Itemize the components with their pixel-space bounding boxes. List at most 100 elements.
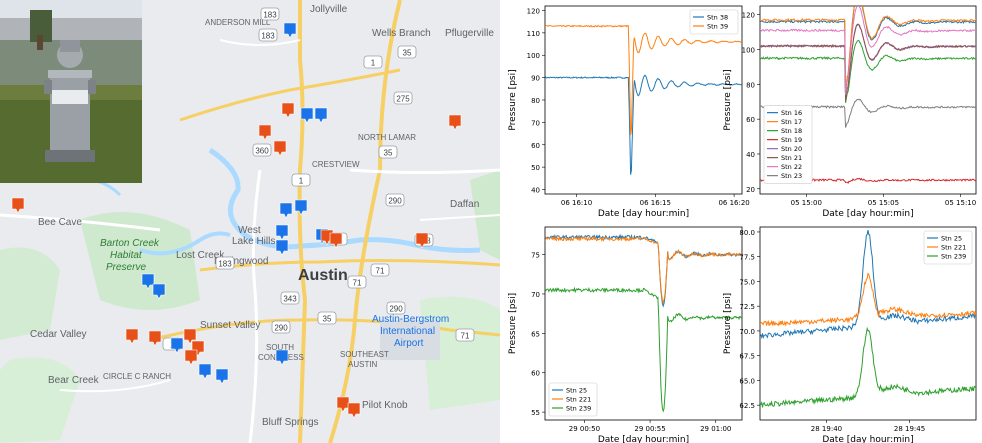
svg-text:1: 1 bbox=[299, 177, 304, 186]
legend-label: Stn 239 bbox=[566, 405, 591, 413]
route-shield: 35 bbox=[317, 311, 337, 325]
label-lake-hills: Lake Hills bbox=[232, 236, 275, 247]
sensor-marker-red[interactable] bbox=[273, 140, 287, 157]
route-shield: 290 bbox=[385, 193, 405, 207]
legend-label: Stn 25 bbox=[566, 387, 587, 395]
sensor-marker-blue[interactable] bbox=[283, 22, 297, 39]
label-cedar-valley: Cedar Valley bbox=[30, 329, 87, 340]
sensor-marker-red[interactable] bbox=[448, 114, 462, 131]
sensor-marker-red[interactable] bbox=[329, 232, 343, 249]
y-axis-label: Pressure [psi] bbox=[723, 293, 733, 354]
legend-label: Stn 17 bbox=[781, 118, 802, 126]
x-tick-label: 06 16:15 bbox=[640, 199, 671, 207]
label-west: West bbox=[238, 225, 261, 236]
sensor-marker-red[interactable] bbox=[183, 328, 197, 345]
sensor-marker-blue[interactable] bbox=[294, 199, 308, 216]
x-axis-label: Date [day hour:min] bbox=[822, 435, 913, 443]
label-habitat: Habitat bbox=[110, 250, 143, 261]
x-axis-label: Date [day hour:min] bbox=[598, 209, 689, 219]
sensor-marker-blue[interactable] bbox=[198, 363, 212, 380]
sensor-marker-red[interactable] bbox=[415, 232, 429, 249]
label-south: SOUTH bbox=[266, 343, 294, 352]
y-axis-label: Pressure [psi] bbox=[508, 293, 518, 354]
sensor-marker-red[interactable] bbox=[184, 349, 198, 366]
y-tick-label: 80 bbox=[746, 81, 755, 89]
chart-stn-25-221-239-b: 62.5 65.0 67.5 70.0 72.5 75.0 77.5 80.0 28 19:40… bbox=[723, 226, 977, 443]
label-sunset-valley: Sunset Valley bbox=[200, 320, 260, 331]
label-jollyville: Jollyville bbox=[310, 4, 348, 15]
sensor-marker-blue[interactable] bbox=[215, 368, 229, 385]
series-line bbox=[760, 6, 976, 95]
sensor-marker-red[interactable] bbox=[347, 402, 361, 419]
sensor-marker-blue[interactable] bbox=[170, 337, 184, 354]
series-line bbox=[545, 235, 742, 305]
svg-text:183: 183 bbox=[261, 32, 275, 41]
sensor-marker-blue[interactable] bbox=[275, 224, 289, 241]
sensor-marker-blue[interactable] bbox=[275, 239, 289, 256]
sensor-marker-blue[interactable] bbox=[152, 283, 166, 300]
y-tick-label: 80 bbox=[531, 97, 540, 105]
x-tick-label: 06 16:10 bbox=[561, 199, 592, 207]
legend-label: Stn 21 bbox=[781, 154, 802, 162]
y-tick-label: 77.5 bbox=[739, 254, 755, 262]
series-line bbox=[760, 272, 976, 327]
pressure-charts: 40 50 60 70 80 90 100 110 120 06 16:10 06 16:15 06 … bbox=[508, 5, 977, 443]
route-shield: 1 bbox=[291, 173, 311, 187]
legend-label: Stn 38 bbox=[707, 14, 728, 22]
sensor-marker-red[interactable] bbox=[125, 328, 139, 345]
sensor-marker-red[interactable] bbox=[148, 330, 162, 347]
label-airport: Airport bbox=[394, 338, 424, 349]
label-austin-bergstrom: Austin-Bergstrom bbox=[372, 314, 449, 325]
svg-text:343: 343 bbox=[283, 295, 297, 304]
sensor-marker-blue[interactable] bbox=[314, 107, 328, 124]
sensor-marker-red[interactable] bbox=[336, 396, 350, 413]
x-tick-label: 28 19:40 bbox=[811, 425, 842, 433]
y-tick-label: 65.0 bbox=[739, 377, 755, 385]
label-crestview: CRESTVIEW bbox=[312, 160, 360, 169]
sensor-marker-red[interactable] bbox=[11, 197, 25, 214]
sensor-marker-blue[interactable] bbox=[275, 349, 289, 366]
route-shield: 1 bbox=[363, 55, 383, 69]
svg-text:360: 360 bbox=[255, 147, 269, 156]
y-tick-label: 75 bbox=[531, 252, 540, 260]
label-bluff-springs: Bluff Springs bbox=[262, 417, 319, 428]
y-tick-label: 70 bbox=[531, 119, 540, 127]
route-shield: 183 bbox=[260, 7, 280, 21]
station-markers bbox=[11, 22, 462, 419]
series-line bbox=[545, 24, 742, 136]
route-shield: 71 bbox=[370, 263, 390, 277]
series-line bbox=[760, 230, 976, 340]
x-axis-label: Date [day hour:min] bbox=[822, 209, 913, 219]
label-southeast-austin: AUSTIN bbox=[348, 360, 378, 369]
y-tick-label: 62.5 bbox=[739, 402, 755, 410]
label-bear-creek: Bear Creek bbox=[48, 375, 100, 386]
sensor-marker-red[interactable] bbox=[281, 102, 295, 119]
legend-label: Stn 39 bbox=[707, 23, 728, 31]
y-tick-label: 67.5 bbox=[739, 353, 755, 361]
route-shield: 183 bbox=[258, 28, 278, 42]
label-lost-creek: Lost Creek bbox=[176, 250, 225, 261]
route-shield: 290 bbox=[271, 320, 291, 334]
y-tick-label: 70.0 bbox=[739, 328, 755, 336]
y-tick-label: 50 bbox=[531, 164, 540, 172]
sensor-marker-blue[interactable] bbox=[300, 107, 314, 124]
series-line bbox=[760, 6, 976, 91]
svg-text:71: 71 bbox=[461, 332, 470, 341]
label-circle-c: CIRCLE C RANCH bbox=[103, 372, 171, 381]
y-tick-label: 90 bbox=[531, 75, 540, 83]
sensor-marker-blue[interactable] bbox=[279, 202, 293, 219]
y-tick-label: 100 bbox=[742, 47, 755, 55]
x-tick-label: 06 16:20 bbox=[718, 199, 749, 207]
svg-text:71: 71 bbox=[353, 279, 362, 288]
sensor-marker-red[interactable] bbox=[258, 124, 272, 141]
series-line bbox=[545, 286, 742, 413]
legend-label: Stn 20 bbox=[781, 145, 802, 153]
legend-label: Stn 19 bbox=[781, 136, 802, 144]
sensor-marker-blue[interactable] bbox=[141, 273, 155, 290]
y-tick-label: 120 bbox=[742, 12, 755, 20]
hydrant-photo bbox=[0, 0, 142, 183]
x-tick-label: 29 00:55 bbox=[634, 425, 665, 433]
svg-text:71: 71 bbox=[376, 267, 385, 276]
legend-label: Stn 239 bbox=[941, 253, 966, 261]
y-axis-label: Pressure [psi] bbox=[723, 69, 733, 130]
